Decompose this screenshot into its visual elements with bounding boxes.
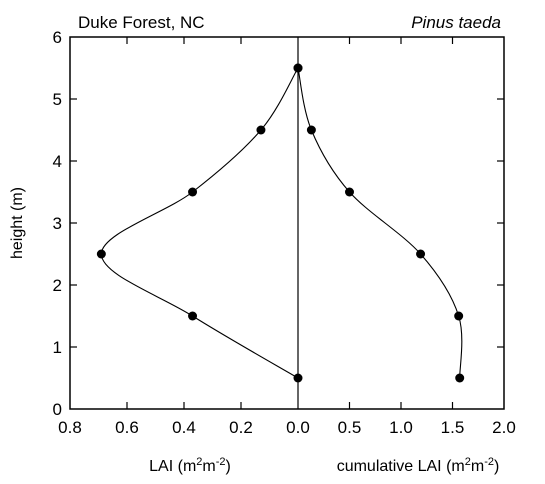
x-axis-title-lai: LAI (m2m-2) xyxy=(149,456,231,475)
cumulative-curve xyxy=(297,67,463,379)
lai-point xyxy=(96,249,106,259)
y-tick-label: 3 xyxy=(53,214,62,233)
y-tick-label: 1 xyxy=(53,338,62,357)
x-axis-cumulative-lai: 0.5 1.0 1.5 2.0 xyxy=(338,37,516,437)
cumulative-point xyxy=(454,311,464,321)
x-tick-label: 0.0 xyxy=(286,418,310,437)
lai-point xyxy=(256,125,266,135)
cumulative-point xyxy=(416,249,426,259)
species-label: Pinus taeda xyxy=(411,13,501,32)
lai-curve xyxy=(100,67,299,379)
y-tick-label: 0 xyxy=(53,400,62,419)
lai-point xyxy=(188,187,198,197)
y-axis: 0 1 2 3 4 5 6 xyxy=(53,28,504,419)
cumulative-point xyxy=(455,373,465,383)
cumulative-point xyxy=(306,125,316,135)
x-tick-label: 1.0 xyxy=(389,418,413,437)
site-label: Duke Forest, NC xyxy=(78,13,205,32)
cumulative-point xyxy=(293,63,303,73)
x-axis-lai: 0.8 0.6 0.4 0.2 0.0 xyxy=(58,37,310,437)
x-tick-label: 0.2 xyxy=(229,418,253,437)
x-tick-label: 0.6 xyxy=(115,418,139,437)
x-tick-label: 1.5 xyxy=(441,418,465,437)
x-tick-label: 2.0 xyxy=(492,418,516,437)
y-axis-title: height (m) xyxy=(9,187,26,259)
x-tick-label: 0.4 xyxy=(172,418,196,437)
x-tick-label: 0.8 xyxy=(58,418,82,437)
curves xyxy=(100,67,463,379)
y-tick-label: 4 xyxy=(53,152,62,171)
data-points xyxy=(96,63,465,383)
x-axis-title-cumulative-lai: cumulative LAI (m2m-2) xyxy=(337,456,500,475)
cumulative-point xyxy=(345,187,354,197)
y-tick-label: 6 xyxy=(53,28,62,47)
plot-frame xyxy=(69,36,505,410)
lai-point xyxy=(188,311,198,321)
x-tick-label: 0.5 xyxy=(338,418,362,437)
y-tick-label: 2 xyxy=(53,276,62,295)
y-tick-label: 5 xyxy=(53,90,62,109)
lai-point xyxy=(293,373,303,383)
